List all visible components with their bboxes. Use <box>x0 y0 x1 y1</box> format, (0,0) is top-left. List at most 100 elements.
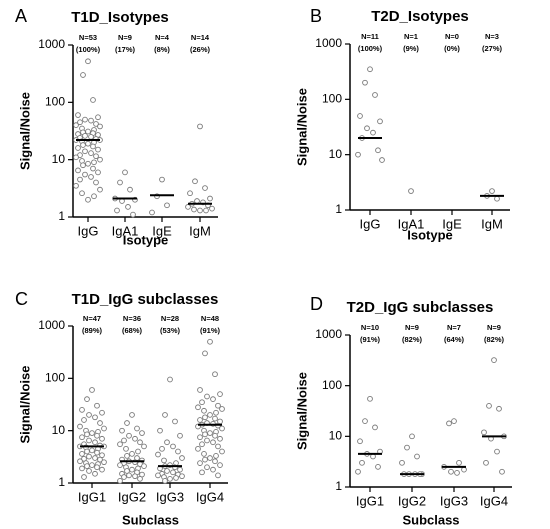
x-tick-label: IgG <box>360 216 381 231</box>
y-tick-label: 1000 <box>315 36 342 50</box>
data-point <box>197 417 203 423</box>
data-point <box>117 477 123 484</box>
y-axis-label: Signal/Noise <box>294 372 309 450</box>
data-point <box>207 195 213 202</box>
y-tick-label: 100 <box>322 92 342 106</box>
data-point <box>86 453 92 460</box>
y-tick-label: 1 <box>58 209 65 223</box>
y-tick-label: 1000 <box>38 37 65 51</box>
data-point <box>77 423 83 430</box>
data-point <box>99 409 105 416</box>
n-label: N=28 <box>161 314 179 323</box>
data-point <box>496 405 502 412</box>
data-point <box>155 472 161 479</box>
data-point <box>199 469 205 476</box>
percent-label: (53%) <box>160 326 181 335</box>
y-tick-label: 10 <box>329 429 343 443</box>
data-point <box>91 159 97 166</box>
x-tick-label: IgG <box>78 223 99 238</box>
data-point <box>88 134 94 140</box>
data-point <box>121 437 127 444</box>
data-point <box>122 169 128 176</box>
data-point <box>117 179 123 186</box>
percent-label: (82%) <box>402 335 423 344</box>
data-point <box>75 145 81 151</box>
data-point <box>85 160 91 167</box>
data-point <box>141 463 147 469</box>
data-point <box>79 406 85 413</box>
data-point <box>126 472 132 479</box>
data-point <box>362 79 368 86</box>
data-point <box>73 154 79 161</box>
n-label: N=11 <box>361 32 379 41</box>
percent-label: (100%) <box>358 44 383 53</box>
data-point <box>177 432 183 439</box>
data-point <box>114 207 120 214</box>
x-axis-label: Isotype <box>407 227 453 242</box>
data-point <box>123 445 129 452</box>
data-point <box>94 432 100 439</box>
y-tick-label: 100 <box>45 95 65 109</box>
data-point <box>95 146 101 153</box>
data-point <box>204 464 210 471</box>
data-point <box>207 412 213 418</box>
data-point <box>219 425 225 432</box>
data-point <box>121 474 127 480</box>
data-point <box>456 459 462 466</box>
data-point <box>357 113 363 119</box>
data-point <box>399 459 405 466</box>
data-point <box>79 451 85 457</box>
data-point <box>199 441 205 448</box>
percent-label: (26%) <box>190 45 211 54</box>
data-point <box>215 402 221 409</box>
panel-letter: C <box>15 289 28 309</box>
data-point <box>375 463 381 470</box>
data-point <box>201 451 207 457</box>
data-point <box>210 466 216 473</box>
data-point <box>75 167 81 174</box>
data-point <box>94 402 100 409</box>
data-point <box>99 466 105 473</box>
y-axis-label: Signal/Noise <box>294 88 309 166</box>
data-point <box>134 425 140 432</box>
data-point <box>95 169 101 176</box>
data-point <box>179 455 185 461</box>
n-label: N=47 <box>83 314 101 323</box>
n-label: N=48 <box>201 314 219 323</box>
x-axis-label: Subclass <box>122 512 179 527</box>
data-point <box>159 445 165 452</box>
y-tick-label: 100 <box>322 378 342 392</box>
data-point <box>85 196 91 203</box>
data-point <box>125 204 131 210</box>
n-label: N=7 <box>447 323 461 332</box>
data-point <box>80 162 86 169</box>
n-label: N=9 <box>405 323 419 332</box>
data-point <box>202 456 208 463</box>
data-point <box>162 412 168 418</box>
data-point <box>187 190 193 197</box>
data-point <box>204 393 210 400</box>
data-point <box>93 179 99 186</box>
data-point <box>499 468 505 475</box>
data-point <box>97 420 103 426</box>
panel-letter: B <box>310 6 322 26</box>
data-point <box>84 463 90 469</box>
data-point <box>81 474 87 480</box>
data-point <box>215 472 221 479</box>
data-point <box>215 443 221 450</box>
data-point <box>132 473 138 480</box>
data-point <box>197 434 203 441</box>
data-point <box>73 182 79 189</box>
data-point <box>202 414 208 421</box>
data-point <box>85 140 91 147</box>
data-point <box>81 417 87 423</box>
data-point <box>179 473 185 480</box>
n-label: N=10 <box>361 323 379 332</box>
data-point <box>448 468 454 475</box>
data-point <box>88 174 94 180</box>
percent-label: (82%) <box>484 335 505 344</box>
x-tick-label: IgG4 <box>480 493 508 508</box>
data-point <box>213 453 219 459</box>
data-point <box>91 193 97 200</box>
data-point <box>212 458 218 465</box>
